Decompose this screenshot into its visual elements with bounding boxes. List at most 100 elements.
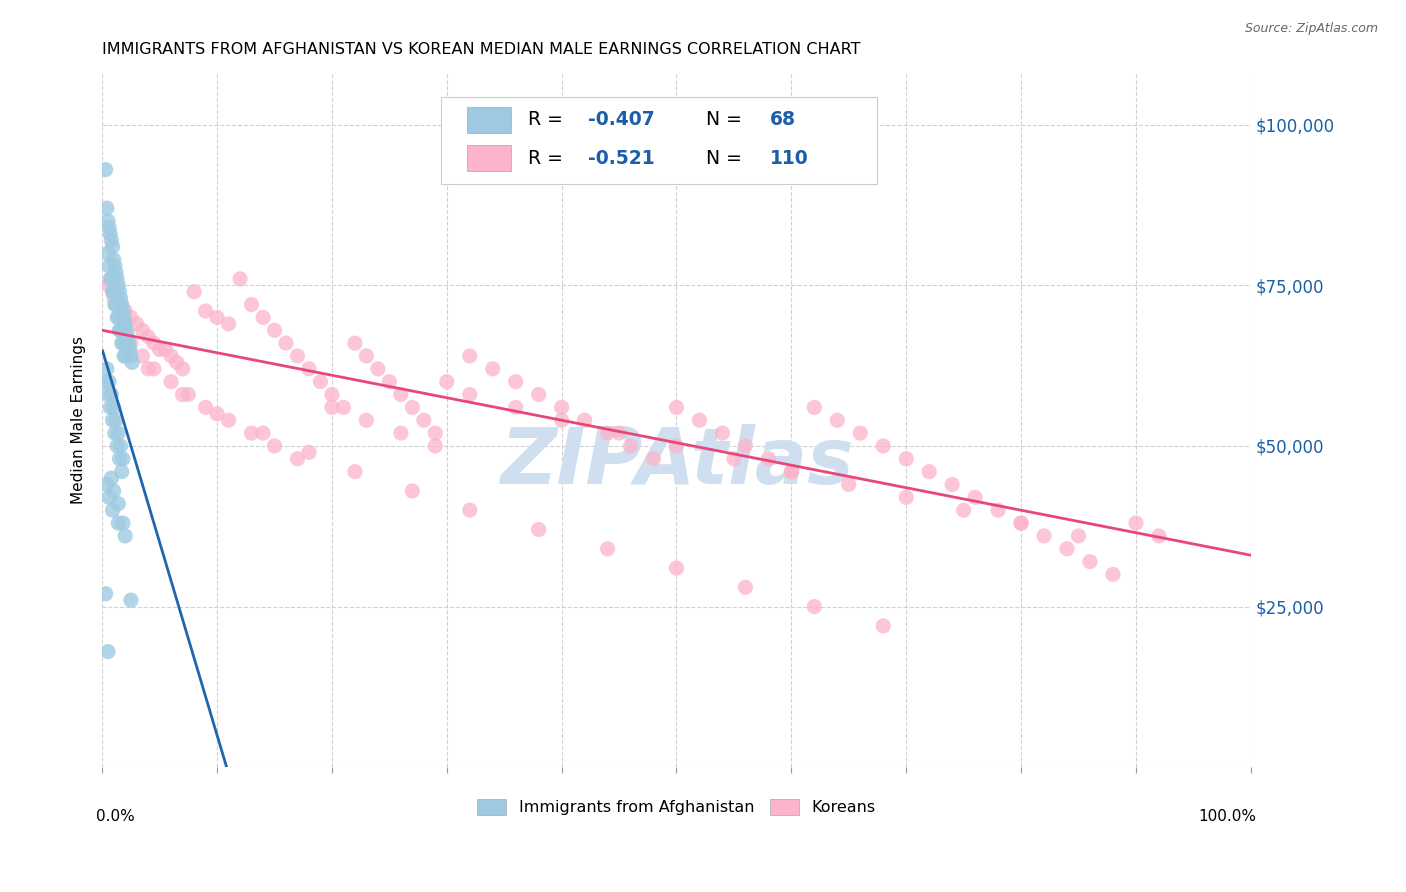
Point [527,523,550,537]
Point [96,361,118,376]
Point [827,413,849,427]
Text: 100.0%: 100.0% [1198,809,1257,824]
Point [252,310,274,325]
Point [240,297,263,311]
Point [111,297,134,311]
Point [194,304,217,318]
Point [97,278,120,293]
Point [107,278,129,293]
Point [458,503,481,517]
Point [172,361,194,376]
Point [111,516,134,530]
Point [98,227,121,241]
Point [688,413,710,427]
Point [94,375,117,389]
Point [1067,529,1090,543]
Point [205,407,228,421]
Point [229,272,252,286]
Text: N =: N = [706,149,748,168]
Point [108,285,131,299]
Point [643,451,665,466]
Point [103,252,125,267]
Point [298,445,321,459]
FancyBboxPatch shape [441,97,877,185]
Point [389,387,412,401]
Point [550,413,572,427]
Text: R =: R = [529,149,569,168]
Point [108,297,131,311]
Point [332,401,354,415]
Point [98,272,121,286]
Point [111,465,134,479]
Point [107,497,129,511]
Point [965,491,987,505]
Point [734,580,756,594]
Point [436,375,458,389]
Point [574,413,596,427]
Point [98,375,121,389]
Point [401,401,423,415]
Point [114,304,136,318]
Point [987,503,1010,517]
Point [111,336,134,351]
Point [367,361,389,376]
Point [287,451,309,466]
Point [425,439,447,453]
Point [107,310,129,325]
FancyBboxPatch shape [467,145,512,171]
Point [309,375,332,389]
Point [240,426,263,441]
Point [166,355,188,369]
Point [205,310,228,325]
Point [803,599,825,614]
Point [108,323,131,337]
Point [378,375,401,389]
Point [97,644,120,658]
Point [101,240,124,254]
Point [389,426,412,441]
Point [160,349,183,363]
Point [803,401,825,415]
Point [343,465,366,479]
Point [872,439,894,453]
Point [110,439,132,453]
Point [425,426,447,441]
Point [125,317,148,331]
Point [100,272,122,286]
Point [298,361,321,376]
Point [103,291,125,305]
Point [596,541,619,556]
Point [896,491,918,505]
Point [343,336,366,351]
Point [111,323,134,337]
Point [458,387,481,401]
Point [114,317,136,331]
Point [104,297,127,311]
Point [1125,516,1147,530]
Text: IMMIGRANTS FROM AFGHANISTAN VS KOREAN MEDIAN MALE EARNINGS CORRELATION CHART: IMMIGRANTS FROM AFGHANISTAN VS KOREAN ME… [103,42,860,57]
Point [107,426,129,441]
Point [356,413,378,427]
Point [111,304,134,318]
Point [1056,541,1078,556]
Point [665,401,688,415]
Text: -0.407: -0.407 [588,111,655,129]
Point [1010,516,1032,530]
Point [96,201,118,215]
Point [401,483,423,498]
Point [183,285,205,299]
Point [1147,529,1170,543]
Point [263,439,285,453]
Point [104,259,127,273]
Point [98,491,121,505]
Point [160,375,183,389]
Point [103,285,125,299]
Point [263,323,285,337]
Point [412,413,434,427]
Point [107,516,129,530]
Legend: Immigrants from Afghanistan, Koreans: Immigrants from Afghanistan, Koreans [471,792,882,822]
Point [872,619,894,633]
Point [952,503,974,517]
Point [98,220,121,235]
Point [97,214,120,228]
